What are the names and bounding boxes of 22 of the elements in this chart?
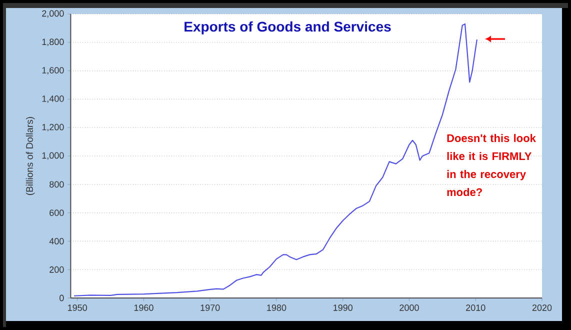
y-tick-label: 1,400 <box>42 95 64 103</box>
x-tick-label: 2020 <box>532 304 552 311</box>
y-tick-label: 0 <box>60 294 64 302</box>
x-tick-label: 2010 <box>466 304 486 311</box>
y-tick-label: 200 <box>50 266 64 273</box>
y-tick-label: 1,200 <box>42 124 64 132</box>
y-tick-label: 800 <box>50 181 64 188</box>
x-tick-label: 1950 <box>68 304 87 311</box>
y-tick-label: 2,000 <box>42 10 64 18</box>
y-tick-label: 1,800 <box>42 38 64 46</box>
annotation: Doesn't this look like it is FIRMLY in the recovery mode? <box>447 134 536 196</box>
y-tick-label: 1,600 <box>42 67 64 75</box>
y-tick-label: 1,000 <box>42 152 64 160</box>
x-tick-label: 1980 <box>267 304 286 311</box>
chart-title: Exports of Goods and Services <box>184 21 391 34</box>
x-tick-label: 1960 <box>134 304 154 311</box>
y-axis-title: (Billions of Dollars) <box>26 117 35 195</box>
x-tick-label: 1970 <box>200 304 220 311</box>
y-tick-label: 600 <box>50 210 64 216</box>
x-tick-label: 2000 <box>400 304 419 311</box>
x-tick-label: 1990 <box>334 304 353 311</box>
y-tick-label: 400 <box>49 238 64 244</box>
